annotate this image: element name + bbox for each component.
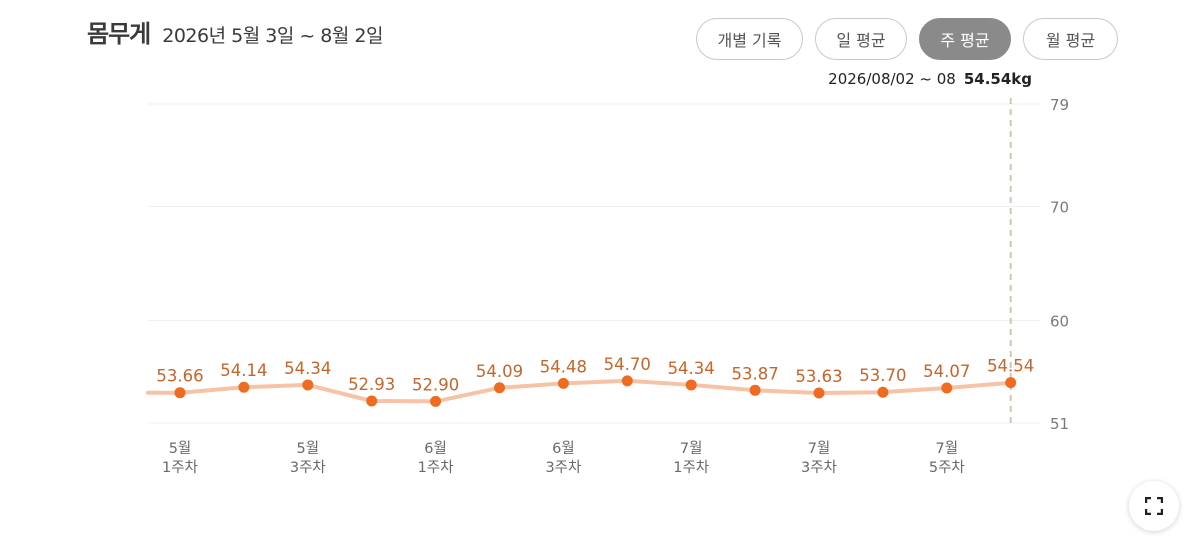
data-point [941,382,953,394]
data-label: 54.34 [284,359,331,378]
data-point [813,387,825,399]
chart-header: 몸무게 2026년 5월 3일 ~ 8월 2일 [87,14,383,49]
y-tick-label: 51 [1050,415,1069,433]
aggregation-tabs: 개별 기록 일 평균 주 평균 월 평균 [696,18,1118,60]
data-label: 52.93 [348,375,395,394]
x-tick-label-month: 6월 [552,440,575,457]
data-label: 54.09 [476,362,523,381]
expand-icon [1145,497,1163,515]
x-tick-label-month: 6월 [424,440,447,457]
data-point [430,395,442,407]
y-tick-label: 60 [1050,312,1069,330]
x-tick-label-month: 7월 [680,440,703,457]
data-label: 54.34 [668,359,715,378]
data-label: 54.54 [987,357,1034,376]
data-point [621,375,633,387]
data-point [877,386,889,398]
data-point [494,382,505,394]
data-point [238,381,250,393]
page-title: 몸무게 [87,20,151,48]
selected-value: 54.54kg [963,70,1032,88]
date-range: 2026년 5월 3일 ~ 8월 2일 [162,25,383,47]
selected-period: 2026/08/02 ~ 08 [828,70,956,88]
data-label: 53.63 [795,367,842,386]
x-tick-label-week: 1주차 [162,459,198,476]
y-tick-label: 79 [1050,96,1069,114]
x-tick-label-week: 1주차 [673,459,709,476]
data-label: 54.48 [540,357,587,376]
tab-daily-average[interactable]: 일 평균 [815,18,907,60]
data-label: 53.66 [156,367,203,386]
data-label: 54.07 [923,362,970,381]
x-tick-label-week: 1주차 [418,459,454,476]
data-label: 52.90 [412,375,459,394]
x-tick-label-week: 3주차 [801,459,837,476]
tab-monthly-average[interactable]: 월 평균 [1023,18,1118,60]
tab-weekly-average[interactable]: 주 평균 [919,18,1011,60]
x-tick-label-week: 5주차 [929,459,965,476]
selected-point-info: 2026/08/02 ~ 08 54.54kg [828,70,1032,88]
data-label: 53.70 [859,366,906,385]
data-point [302,379,314,391]
x-tick-label-week: 3주차 [290,459,326,476]
expand-button[interactable] [1129,481,1179,531]
data-point [557,377,569,389]
data-point [685,379,697,391]
x-tick-label-month: 5월 [297,440,320,457]
y-tick-label: 70 [1050,199,1069,217]
data-point [366,395,378,407]
data-label: 54.14 [220,361,267,380]
x-tick-label-week: 3주차 [545,459,581,476]
tab-individual-records[interactable]: 개별 기록 [696,18,803,60]
data-label: 53.87 [731,364,778,383]
x-tick-label-month: 5월 [169,440,192,457]
data-point [174,387,186,399]
data-point [749,384,761,396]
data-point [1005,377,1017,389]
x-tick-label-month: 7월 [808,440,831,457]
data-label: 54.70 [604,355,651,374]
x-tick-label-month: 7월 [936,440,959,457]
